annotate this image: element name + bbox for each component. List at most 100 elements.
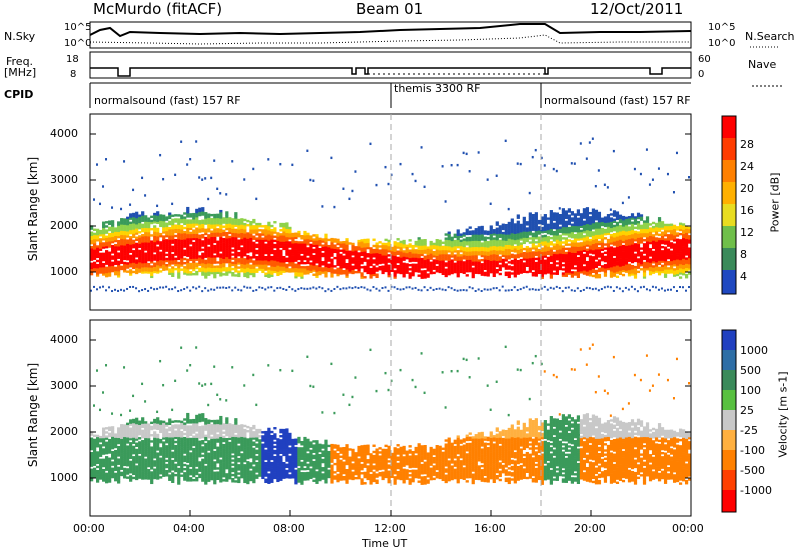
power-near-range-point [468,286,471,289]
power-cell [345,254,349,258]
power-cell [585,217,590,220]
power-cell [525,256,529,259]
power-cell [327,269,331,273]
power-cell [423,270,427,273]
power-cell [552,257,556,261]
power-cell [489,229,493,232]
power-cell [630,242,635,245]
power-cell [390,263,394,266]
power-cell [513,256,517,259]
power-cell [609,256,614,260]
power-cell [657,254,662,257]
power-near-range-point [171,288,174,291]
power-cell [678,241,683,244]
power-cell [402,266,406,270]
power-cell [213,220,217,223]
power-cell [381,257,385,260]
power-cell [561,228,565,232]
power-cell [141,260,145,264]
power-cell [213,230,217,233]
power-cell [141,225,145,229]
power-cell [687,239,691,242]
power-cell [195,244,199,247]
power-cell [198,249,202,252]
power-cell [483,236,487,239]
power-cell [252,268,256,271]
power-cell [504,234,508,237]
power-cell [93,263,97,267]
power-near-range-point [363,286,366,289]
power-cell [165,268,169,271]
power-cell [246,265,250,268]
power-near-range-point [465,289,468,292]
power-cell [231,257,235,260]
power-cell [168,262,172,265]
power-cell [165,245,169,248]
power-cell [249,258,253,261]
power-cell [165,226,169,230]
power-cell [168,243,172,246]
power-cell [189,231,193,235]
power-cell [651,271,656,274]
power-cell [588,265,593,269]
power-cell [354,260,358,264]
power-cell [99,269,103,272]
power-cell [129,273,133,276]
power-cell [543,234,547,238]
power-cell [210,222,214,225]
power-cell [576,236,581,239]
power-cell [636,231,641,234]
power-cell [591,231,596,234]
power-cell [336,238,340,242]
power-cell [648,235,653,239]
power-cell [207,269,211,272]
power-cell [234,243,238,246]
power-cell [177,214,181,217]
power-cell [246,250,250,254]
power-cell [249,272,253,276]
power-cell [468,232,472,236]
power-cell [657,246,662,249]
velocity-cell [102,437,106,441]
power-cell [255,268,259,271]
power-cell [171,245,175,249]
power-cell [156,271,160,274]
power-cell [222,264,226,268]
power-cell [444,256,448,259]
power-cell [660,270,665,274]
power-cell [618,260,623,263]
power-cell [504,257,508,260]
power-cell [435,245,439,248]
power-cell [591,243,596,247]
power-cell [648,254,653,257]
power-cell [450,261,454,264]
power-cell [615,232,620,235]
power-cell [351,267,355,271]
power-cell [684,251,689,254]
power-cell [471,232,475,235]
power-cell [123,243,127,246]
power-cell [624,226,629,230]
power-cell [570,244,574,247]
power-cell [261,245,265,249]
velocity-cell [99,444,103,447]
power-cell [117,254,121,257]
power-cell [588,243,593,246]
power-cell [606,220,611,223]
power-cell [330,260,334,264]
power-cell [621,269,626,273]
power-cell [405,263,409,266]
power-cell [588,232,593,236]
power-cell [99,248,103,251]
power-cell [279,237,283,240]
power-cell [294,244,298,248]
power-cell [687,230,691,234]
power-cell [513,275,517,278]
power-cell [189,273,193,276]
power-cell [297,255,301,259]
power-near-range-point [369,289,372,292]
power-cell [465,247,469,250]
power-cell [555,243,559,246]
power-cell [135,269,139,273]
power-cell [648,252,653,255]
